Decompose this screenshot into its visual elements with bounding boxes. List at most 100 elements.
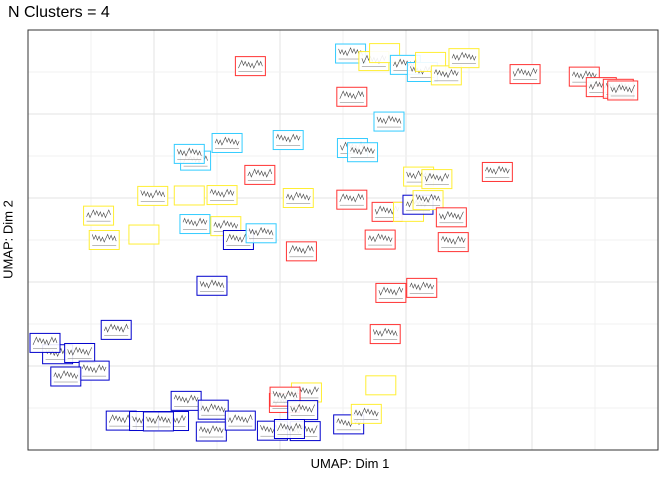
thumbnail-trace	[286, 191, 311, 201]
cluster-4-thumbnail	[365, 375, 397, 396]
cluster-3-thumbnail	[607, 80, 639, 101]
thumbnail-frame	[211, 132, 243, 153]
cluster-thumbnails	[29, 43, 639, 442]
thumbnail-trace	[67, 346, 92, 356]
cluster-4-thumbnail	[206, 185, 238, 206]
cluster-1-thumbnail	[78, 360, 110, 381]
thumbnail-trace	[272, 390, 298, 400]
thumbnail-trace	[277, 422, 302, 432]
thumbnail-trace	[415, 193, 441, 203]
chart-title: N Clusters = 4	[8, 4, 110, 21]
cluster-3-thumbnail	[369, 324, 401, 345]
thumbnail-trace	[81, 364, 107, 374]
thumbnail-trace	[451, 51, 477, 61]
thumbnail-frame	[481, 161, 513, 182]
thumbnail-trace	[53, 370, 79, 380]
thumbnail-trace	[354, 407, 379, 417]
cluster-4-thumbnail	[412, 190, 444, 211]
thumbnail-frame	[196, 275, 228, 296]
cluster-3-thumbnail	[336, 189, 368, 210]
thumbnail-frame	[234, 56, 266, 77]
thumbnail-trace	[290, 403, 315, 413]
cluster-3-thumbnail	[244, 164, 276, 185]
thumbnail-trace	[441, 235, 466, 245]
thumbnail-trace	[238, 59, 263, 69]
cluster-1-thumbnail	[64, 342, 96, 363]
thumbnail-frame	[347, 142, 379, 163]
thumbnail-frame	[137, 185, 169, 206]
thumbnail-trace	[213, 219, 239, 229]
cluster-4-thumbnail	[137, 185, 169, 206]
thumbnail-trace	[32, 336, 58, 346]
cluster-4-thumbnail	[282, 188, 314, 208]
thumbnail-trace	[275, 133, 301, 143]
cluster-1-thumbnail	[195, 421, 227, 442]
panel-border	[27, 29, 659, 451]
cluster-1-thumbnail	[273, 419, 305, 439]
thumbnail-frame	[173, 143, 205, 164]
thumbnail-trace	[103, 323, 129, 333]
thumbnail-trace	[199, 279, 225, 289]
cluster-2-thumbnail	[373, 111, 405, 132]
cluster-4-thumbnail	[448, 48, 480, 69]
cluster-3-thumbnail	[437, 232, 469, 253]
thumbnail-trace	[248, 226, 274, 237]
cluster-4-thumbnail	[173, 185, 205, 206]
cluster-1-thumbnail	[170, 390, 202, 411]
thumbnail-trace	[376, 115, 402, 125]
cluster-4-thumbnail	[83, 205, 115, 226]
cluster-1-thumbnail	[287, 400, 319, 421]
thumbnail-frame	[88, 230, 120, 250]
thumbnail-frame	[336, 86, 368, 107]
cluster-3-thumbnail	[364, 229, 396, 250]
thumbnail-frame	[430, 65, 462, 86]
cluster-2-thumbnail	[173, 143, 205, 164]
cluster-1-thumbnail	[197, 399, 229, 420]
thumbnail-frame	[364, 229, 396, 250]
thumbnail-trace	[289, 244, 314, 255]
thumbnail-trace	[485, 165, 510, 175]
cluster-3-thumbnail	[509, 64, 541, 85]
thumbnail-frame	[435, 207, 467, 228]
thumbnail-frame	[365, 375, 397, 396]
thumbnail-frame	[206, 185, 238, 206]
cluster-2-thumbnail	[272, 130, 304, 151]
cluster-3-thumbnail	[375, 282, 407, 303]
cluster-3-thumbnail	[234, 56, 266, 77]
thumbnail-trace	[610, 84, 635, 94]
cluster-2-thumbnail	[211, 132, 243, 153]
y-axis-label: UMAP: Dim 2	[0, 200, 16, 279]
thumbnail-frame	[173, 185, 205, 206]
thumbnail-trace	[177, 147, 202, 157]
cluster-1-thumbnail	[196, 275, 228, 296]
cluster-4-thumbnail	[88, 230, 120, 250]
thumbnail-trace	[339, 193, 365, 203]
thumbnail-trace	[91, 233, 117, 243]
thumbnail-frame	[350, 403, 382, 424]
cluster-1-thumbnail	[50, 366, 82, 387]
thumbnail-frame	[448, 48, 480, 69]
thumbnail-frame	[369, 324, 401, 345]
cluster-2-thumbnail	[245, 223, 277, 244]
cluster-2-thumbnail	[179, 214, 211, 235]
thumbnail-frame	[50, 366, 82, 387]
thumbnail-trace	[409, 281, 435, 291]
thumbnail-trace	[200, 403, 226, 413]
cluster-1-thumbnail	[100, 319, 132, 340]
thumbnail-trace	[146, 414, 171, 425]
thumbnail-frame	[179, 214, 211, 235]
cluster-1-thumbnail	[224, 410, 256, 431]
thumbnail-frame	[406, 277, 438, 298]
thumbnail-trace	[247, 168, 273, 178]
thumbnail-trace	[199, 425, 224, 435]
thumbnail-trace	[86, 209, 111, 219]
thumbnail-trace	[439, 210, 464, 221]
thumbnail-trace	[512, 67, 538, 77]
cluster-1-thumbnail	[142, 411, 174, 432]
cluster-3-thumbnail	[435, 207, 467, 228]
cluster-4-thumbnail	[430, 65, 462, 86]
thumbnail-frame	[607, 80, 639, 101]
thumbnail-trace	[140, 189, 165, 199]
cluster-4-thumbnail	[350, 403, 382, 424]
thumbnail-trace	[350, 145, 375, 156]
